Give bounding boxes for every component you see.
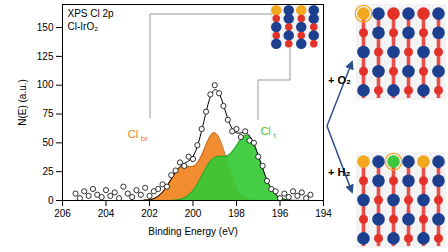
svg-text:t: t bbox=[273, 131, 276, 140]
svg-text:75: 75 bbox=[42, 108, 54, 119]
svg-text:Cl-IrO₂: Cl-IrO₂ bbox=[68, 21, 99, 32]
svg-text:100: 100 bbox=[37, 79, 54, 90]
svg-text:br: br bbox=[141, 134, 148, 143]
svg-text:196: 196 bbox=[272, 208, 289, 219]
svg-text:Cl: Cl bbox=[260, 125, 270, 137]
svg-text:Binding Energy (eV): Binding Energy (eV) bbox=[148, 226, 238, 237]
svg-text:+ O₂: + O₂ bbox=[328, 74, 351, 86]
svg-text:50: 50 bbox=[42, 137, 54, 148]
svg-text:N(E) (a.u.): N(E) (a.u.) bbox=[17, 79, 28, 126]
svg-text:Cl: Cl bbox=[128, 128, 138, 140]
svg-text:125: 125 bbox=[37, 51, 54, 62]
svg-text:202: 202 bbox=[141, 208, 158, 219]
svg-text:+ H₂: + H₂ bbox=[328, 166, 350, 178]
svg-text:194: 194 bbox=[315, 208, 332, 219]
svg-text:XPS Cl 2p: XPS Cl 2p bbox=[68, 8, 115, 19]
svg-text:204: 204 bbox=[98, 208, 115, 219]
svg-text:0: 0 bbox=[48, 195, 54, 206]
svg-text:200: 200 bbox=[185, 208, 202, 219]
svg-text:198: 198 bbox=[228, 208, 245, 219]
svg-text:25: 25 bbox=[42, 166, 54, 177]
svg-text:150: 150 bbox=[37, 22, 54, 33]
svg-text:206: 206 bbox=[54, 208, 71, 219]
